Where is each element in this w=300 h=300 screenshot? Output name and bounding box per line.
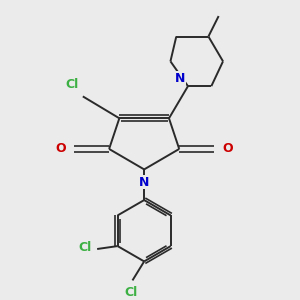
Text: Cl: Cl: [124, 286, 138, 299]
Text: N: N: [139, 176, 149, 189]
Text: Cl: Cl: [65, 78, 78, 91]
Text: O: O: [222, 142, 233, 155]
Text: O: O: [55, 142, 66, 155]
Text: N: N: [175, 72, 186, 85]
Text: Cl: Cl: [78, 241, 91, 254]
